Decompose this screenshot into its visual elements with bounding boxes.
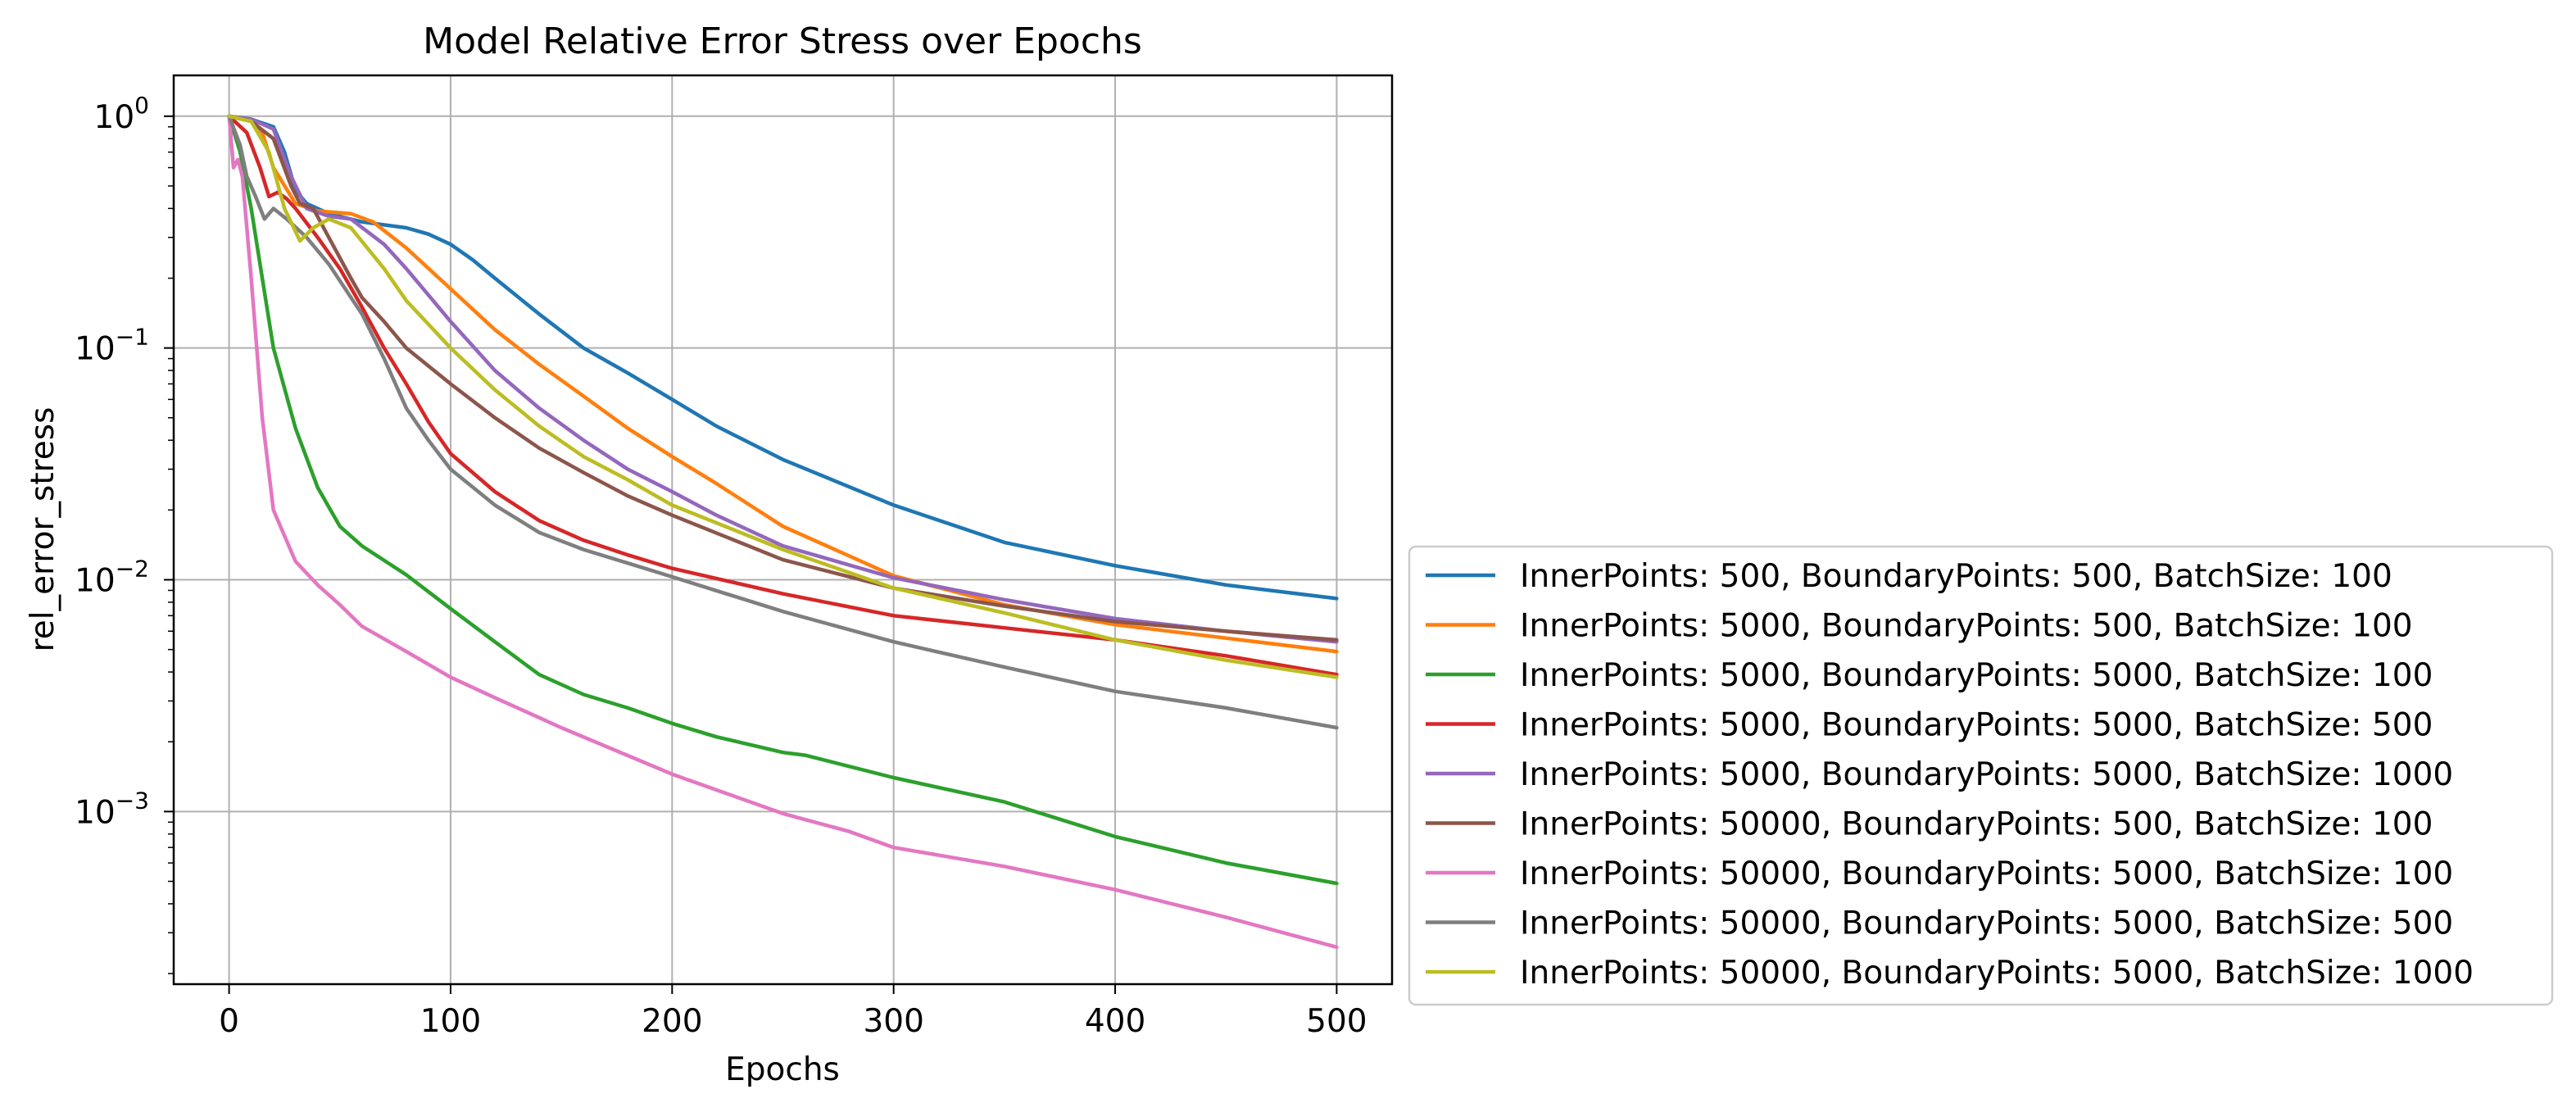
legend-label-6: InnerPoints: 50000, BoundaryPoints: 500,… (1520, 806, 2433, 843)
series-line-3 (227, 114, 1339, 886)
y-tick-label: 100 (94, 92, 149, 136)
y-tick-label: 10−1 (75, 324, 149, 368)
y-tick-base: 10 (75, 563, 116, 600)
legend-label-7: InnerPoints: 50000, BoundaryPoints: 5000… (1520, 856, 2453, 892)
legend-label-8: InnerPoints: 50000, BoundaryPoints: 5000… (1520, 905, 2453, 942)
x-tick-label: 500 (1306, 1003, 1367, 1040)
y-tick-exponent: 0 (134, 92, 149, 119)
series-line-4 (227, 114, 1339, 677)
legend-label-3: InnerPoints: 5000, BoundaryPoints: 5000,… (1520, 657, 2433, 694)
x-tick-label: 0 (219, 1003, 239, 1040)
legend-label-2: InnerPoints: 5000, BoundaryPoints: 500, … (1520, 608, 2413, 645)
y-tick-exponent: −1 (116, 324, 149, 351)
series-line-9 (227, 114, 1339, 679)
y-tick-base: 10 (94, 99, 135, 136)
y-tick-label: 10−2 (75, 556, 149, 600)
legend-label-1: InnerPoints: 500, BoundaryPoints: 500, B… (1520, 558, 2392, 595)
x-tick-label: 300 (863, 1003, 923, 1040)
axes-frame (172, 74, 1394, 986)
legend-entries: InnerPoints: 500, BoundaryPoints: 500, B… (1426, 558, 2474, 992)
chart-title: Model Relative Error Stress over Epochs (423, 20, 1142, 62)
legend-box (1408, 545, 2554, 1006)
grid-lines (174, 75, 1392, 984)
legend-label-5: InnerPoints: 5000, BoundaryPoints: 5000,… (1520, 756, 2453, 793)
x-axis-label: Epochs (725, 1051, 840, 1088)
legend-label-4: InnerPoints: 5000, BoundaryPoints: 5000,… (1520, 707, 2433, 744)
y-axis-label: rel_error_stress (25, 407, 61, 652)
series-line-8 (227, 114, 1339, 730)
y-tick-base: 10 (75, 794, 116, 831)
x-tick-label: 200 (642, 1003, 702, 1040)
plot-lines (227, 114, 1339, 950)
x-tick-label: 100 (420, 1003, 481, 1040)
series-line-5 (227, 114, 1339, 644)
y-tick-base: 10 (75, 331, 116, 368)
legend: InnerPoints: 500, BoundaryPoints: 500, B… (1408, 545, 2554, 1006)
y-tick-label: 10−3 (75, 787, 149, 831)
series-line-7 (227, 114, 1339, 950)
series-line-6 (227, 114, 1339, 642)
legend-label-9: InnerPoints: 50000, BoundaryPoints: 5000… (1520, 955, 2474, 992)
y-tick-exponent: −2 (116, 556, 149, 583)
y-tick-exponent: −3 (116, 787, 149, 814)
x-tick-label: 400 (1085, 1003, 1145, 1040)
x-axis-ticks: 0 100 200 300 400 500 (219, 984, 1367, 1040)
